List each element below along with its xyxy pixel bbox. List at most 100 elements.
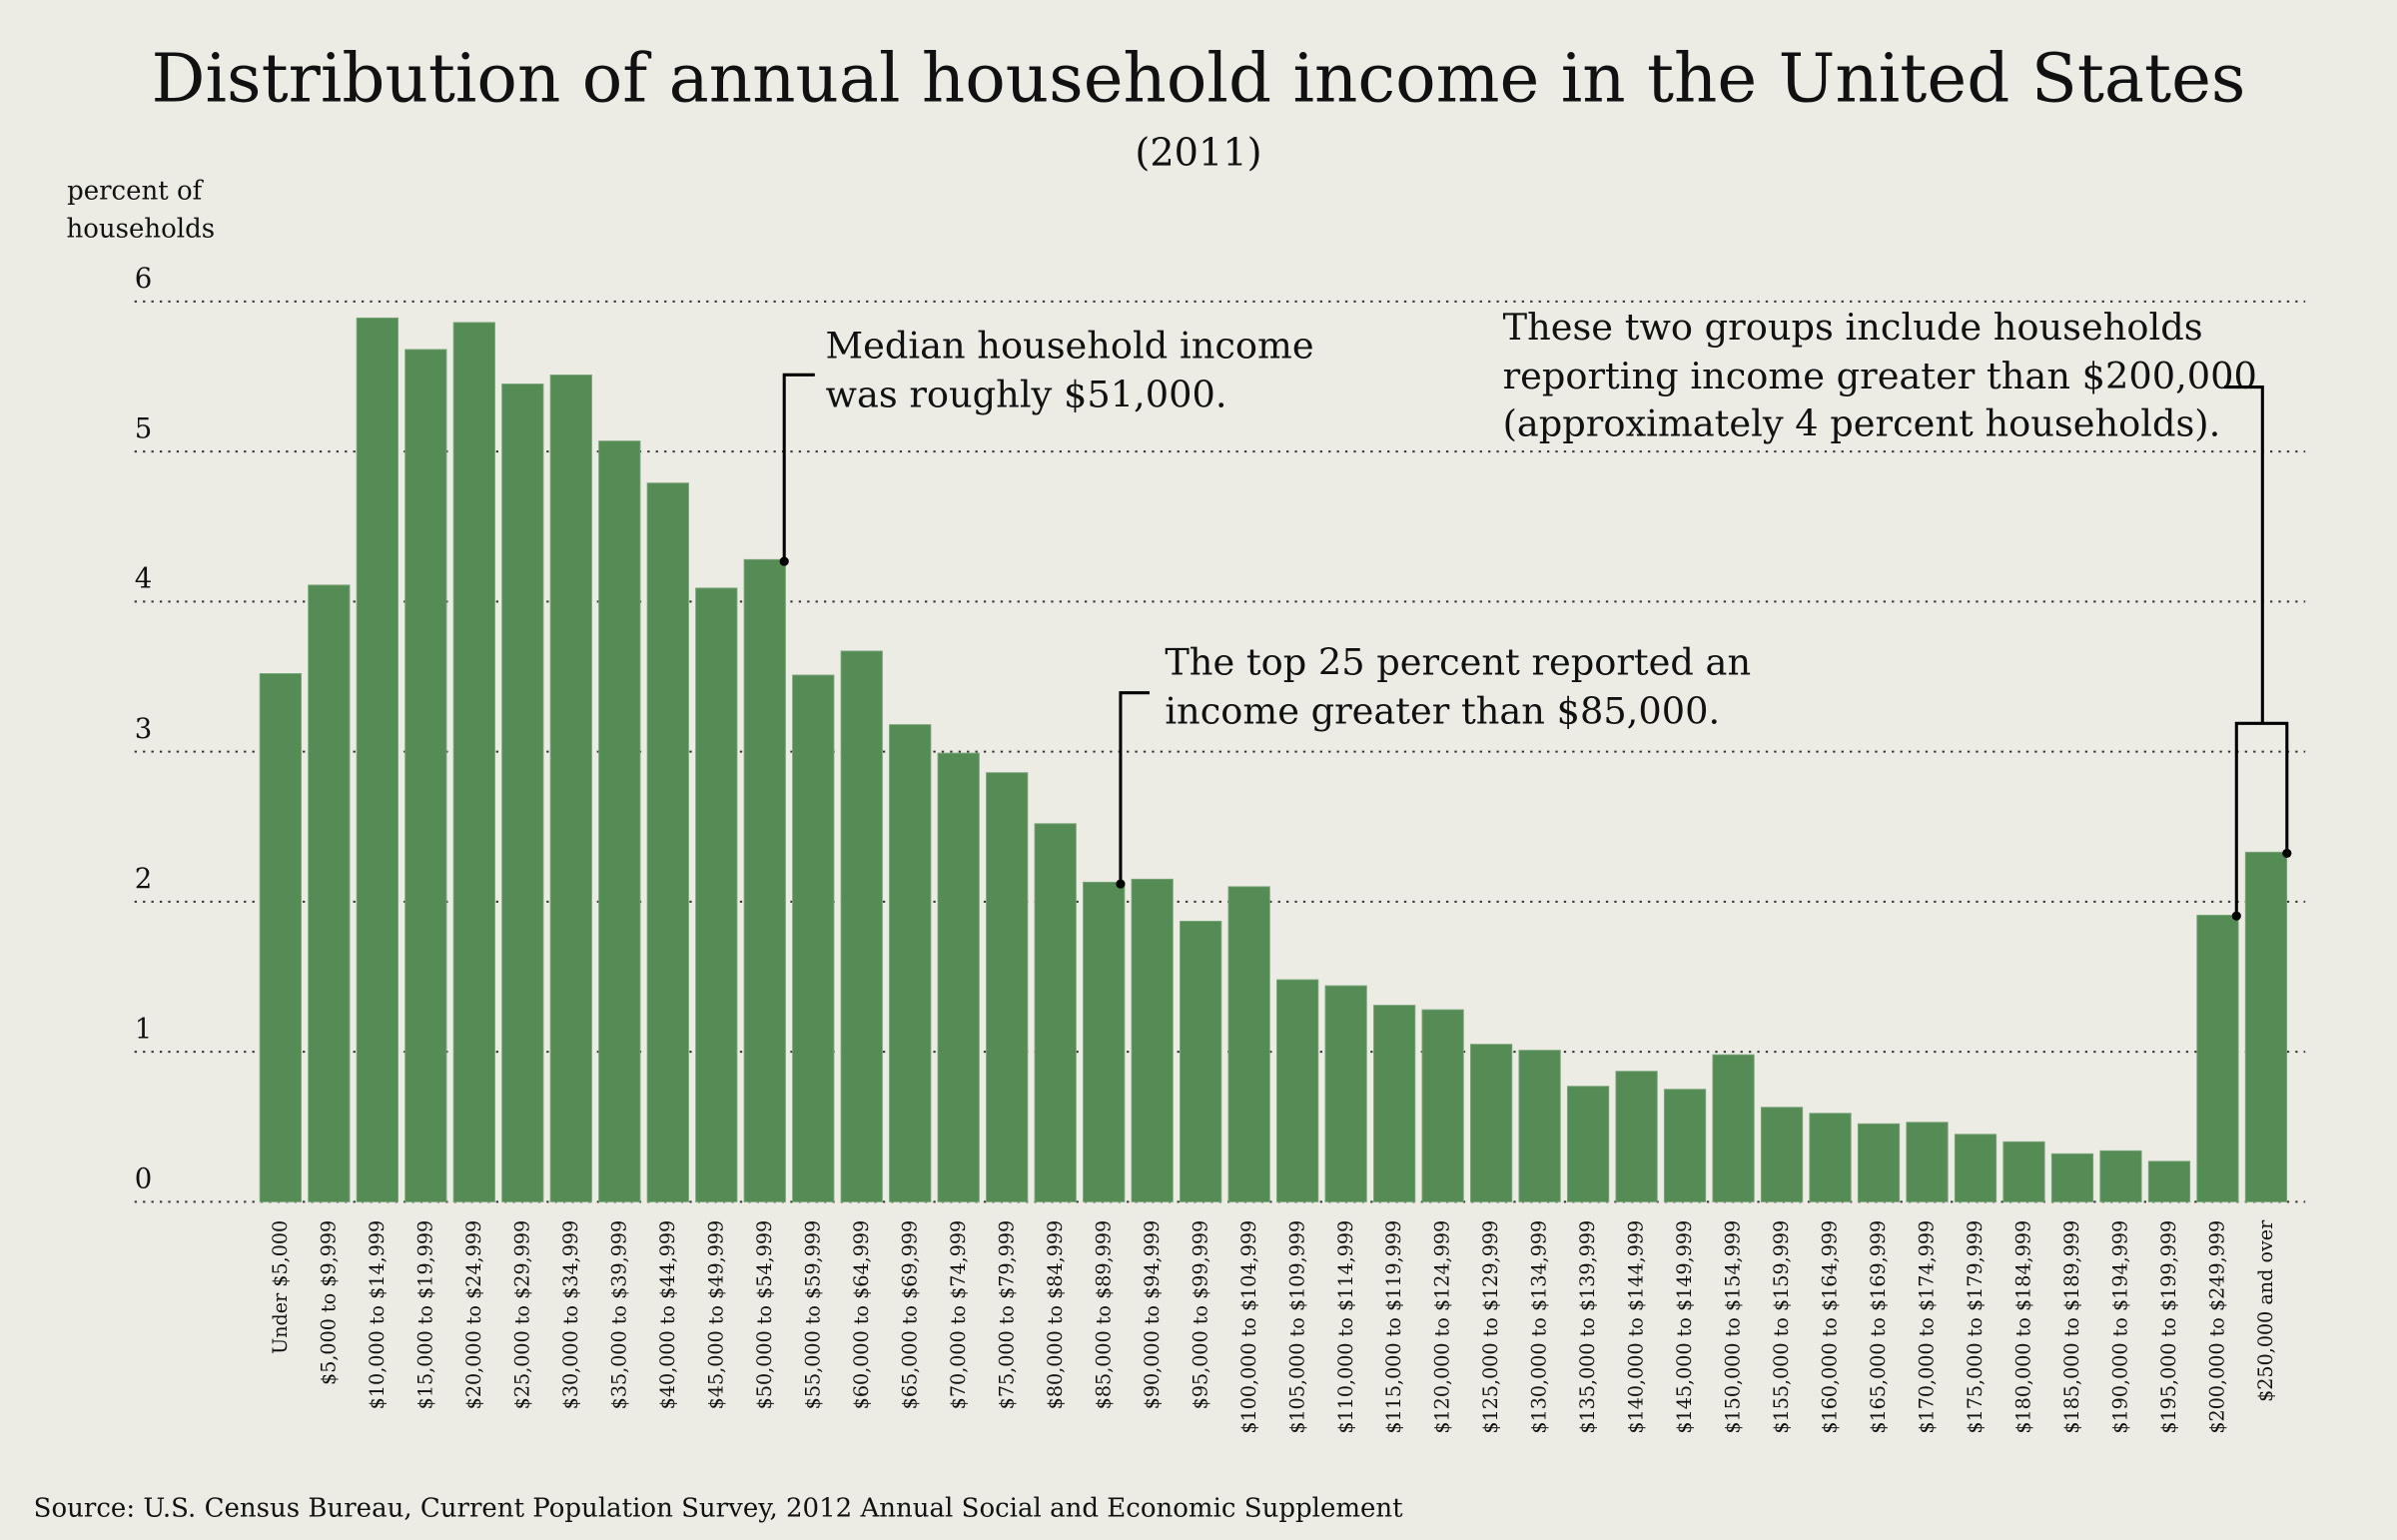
- bar: [1615, 1071, 1658, 1202]
- bar: [1469, 1044, 1513, 1202]
- bar: [308, 584, 351, 1202]
- x-tick-label: $110,000 to $114,999: [1334, 1220, 1357, 1434]
- bar: [1663, 1089, 1707, 1202]
- x-tick-label: $115,000 to $119,999: [1382, 1220, 1405, 1434]
- annotation-median: Median household income was roughly $51,…: [779, 325, 1314, 566]
- bar: [1566, 1086, 1610, 1202]
- annotation-top25: The top 25 percent reported an income gr…: [1116, 640, 1751, 889]
- x-tick-label: $25,000 to $29,999: [510, 1220, 533, 1410]
- x-tick-label: $55,000 to $59,999: [801, 1220, 824, 1410]
- gridlines: 0 1 2 3 4 5 6: [134, 263, 2306, 1203]
- annotation-top25-leader: [1119, 691, 1151, 885]
- x-tick-label: $120,000 to $124,999: [1431, 1220, 1454, 1434]
- x-tick-label: $105,000 to $109,999: [1285, 1220, 1308, 1434]
- bar: [501, 384, 544, 1202]
- x-tick-label: $90,000 to $94,999: [1141, 1220, 1164, 1410]
- x-tick-label: $190,000 to $194,999: [2109, 1220, 2132, 1434]
- y-tick-label: 0: [135, 1163, 153, 1195]
- x-tick-label: $180,000 to $184,999: [2012, 1220, 2035, 1434]
- bar: [404, 349, 447, 1202]
- x-tick-label: $160,000 to $164,999: [1819, 1220, 1842, 1434]
- annotation-top-groups-line-2: reporting income greater than $200,000: [1503, 355, 2257, 397]
- x-tick-label: $30,000 to $34,999: [559, 1220, 582, 1410]
- x-tick-label: $60,000 to $64,999: [850, 1220, 873, 1410]
- bar: [986, 772, 1029, 1202]
- annotation-top-groups-bracket: [2234, 721, 2289, 917]
- x-tick-label: $155,000 to $159,999: [1770, 1220, 1793, 1434]
- x-tick-label: $20,000 to $24,999: [462, 1220, 485, 1410]
- x-tick-label: $50,000 to $54,999: [753, 1220, 776, 1410]
- bar: [1760, 1107, 1804, 1202]
- annotation-median-dot: [779, 556, 789, 566]
- x-tick-label: $130,000 to $134,999: [1528, 1220, 1551, 1434]
- x-tick-label: $100,000 to $104,999: [1237, 1220, 1260, 1434]
- y-tick-label: 4: [135, 563, 153, 595]
- bar: [1954, 1134, 1998, 1202]
- x-tick-label: $5,000 to $9,999: [317, 1220, 340, 1385]
- category-labels: Under $5,000 $5,000 to $9,999 $10,000 to $…: [269, 1219, 2277, 1434]
- x-tick-label: $15,000 to $19,999: [413, 1220, 436, 1410]
- source-note: Source: U.S. Census Bureau, Current Popu…: [34, 1494, 1404, 1524]
- annotation-top-groups-leader: [2224, 385, 2264, 724]
- bar: [356, 317, 399, 1202]
- chart-subtitle: (2011): [1135, 131, 1261, 176]
- x-tick-label: $250,000 and over: [2254, 1219, 2277, 1402]
- x-tick-label: $85,000 to $89,999: [1092, 1220, 1115, 1410]
- annotation-top25-line-1: The top 25 percent reported an: [1165, 640, 1751, 683]
- bar: [549, 375, 592, 1202]
- bar: [646, 482, 689, 1202]
- bar: [2147, 1160, 2191, 1202]
- bar: [1906, 1122, 1949, 1202]
- bar: [2099, 1150, 2142, 1202]
- x-tick-label: $175,000 to $179,999: [1964, 1220, 1987, 1434]
- x-tick-label: $10,000 to $14,999: [366, 1220, 389, 1410]
- bar: [840, 650, 883, 1202]
- bar: [2002, 1141, 2045, 1202]
- annotation-top25-line-2: income greater than $85,000.: [1165, 689, 1720, 732]
- y-tick-label: 5: [135, 412, 153, 444]
- annotation-top-groups: These two groups include households repo…: [1503, 306, 2292, 921]
- x-tick-label: $145,000 to $149,999: [1673, 1220, 1696, 1434]
- bars: [259, 317, 2288, 1202]
- bar: [1809, 1113, 1852, 1202]
- bar: [2050, 1153, 2094, 1202]
- x-tick-label: $95,000 to $99,999: [1189, 1220, 1211, 1410]
- y-axis-label-line-1: percent of: [67, 176, 205, 206]
- annotation-top-groups-dot-1: [2231, 911, 2241, 921]
- x-tick-label: $150,000 to $154,999: [1722, 1220, 1745, 1434]
- x-tick-label: $195,000 to $199,999: [2157, 1220, 2180, 1434]
- bar: [2196, 914, 2239, 1202]
- x-tick-label: $40,000 to $44,999: [656, 1220, 679, 1410]
- bar: [1324, 985, 1367, 1202]
- x-tick-label: $140,000 to $144,999: [1625, 1220, 1648, 1434]
- x-tick-label: $35,000 to $39,999: [607, 1220, 630, 1410]
- x-tick-label: $75,000 to $79,999: [995, 1220, 1018, 1410]
- annotation-median-line-2: was roughly $51,000.: [826, 373, 1227, 415]
- bar: [1518, 1050, 1561, 1202]
- bar: [792, 674, 835, 1202]
- bar: [1276, 979, 1319, 1202]
- annotation-top-groups-line-1: These two groups include households: [1503, 306, 2203, 349]
- bar: [598, 440, 641, 1202]
- bar: [1034, 823, 1077, 1202]
- y-axis-label-line-2: households: [66, 215, 215, 245]
- bar: [1131, 878, 1174, 1202]
- x-tick-label: $185,000 to $189,999: [2060, 1220, 2083, 1434]
- bar: [1083, 881, 1126, 1202]
- x-tick-label: $65,000 to $69,999: [898, 1220, 921, 1410]
- x-tick-label: $135,000 to $139,999: [1576, 1220, 1599, 1434]
- x-tick-label: Under $5,000: [269, 1220, 292, 1354]
- y-tick-label: 3: [135, 713, 153, 745]
- bar: [1227, 886, 1270, 1202]
- bar: [1180, 920, 1222, 1202]
- bar: [937, 752, 980, 1202]
- x-tick-label: $80,000 to $84,999: [1044, 1220, 1067, 1410]
- bar: [695, 587, 738, 1202]
- x-tick-label: $70,000 to $74,999: [947, 1220, 970, 1410]
- x-tick-label: $200,000 to $249,999: [2206, 1220, 2229, 1434]
- bar: [1421, 1009, 1464, 1202]
- x-tick-label: $170,000 to $174,999: [1916, 1220, 1939, 1434]
- x-tick-label: $45,000 to $49,999: [704, 1220, 727, 1410]
- bar: [259, 673, 302, 1202]
